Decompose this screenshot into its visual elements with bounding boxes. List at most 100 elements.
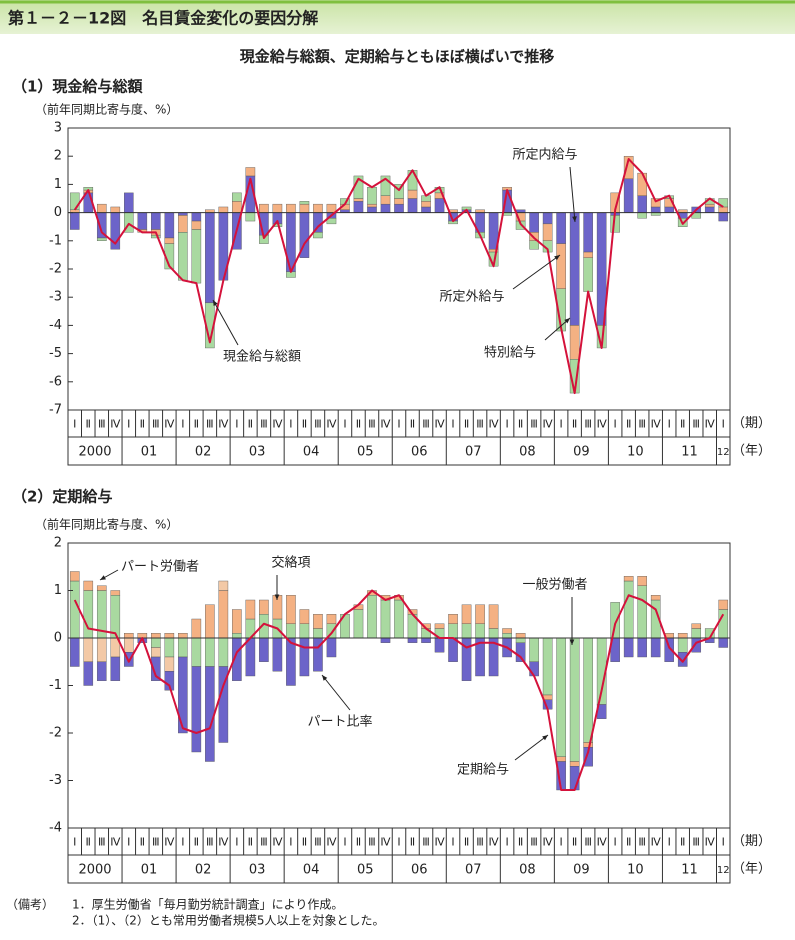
- bar-segment: [272, 637, 283, 672]
- x-tick-label: Ⅱ: [86, 418, 91, 431]
- year-label: 12: [717, 865, 730, 876]
- x-tick-label: Ⅰ: [559, 418, 562, 431]
- x-tick-label: Ⅳ: [272, 836, 283, 849]
- y-tick-label: -4: [49, 318, 62, 333]
- x-tick-label: Ⅳ: [164, 418, 175, 431]
- bar-segment: [583, 742, 593, 748]
- x-tick-label: Ⅲ: [368, 418, 376, 431]
- bar-segment: [691, 628, 702, 639]
- bar-segment: [178, 637, 188, 658]
- bar-segment: [394, 198, 404, 205]
- bar-segment: [205, 666, 215, 762]
- bar-segment: [583, 747, 593, 767]
- bar-segment: [313, 614, 323, 629]
- bar-segment: [515, 637, 526, 643]
- bar-segment: [569, 212, 580, 326]
- bar-segment: [529, 240, 539, 250]
- y-tick-label: -4: [49, 821, 62, 836]
- bar-segment: [367, 595, 377, 639]
- bar-segment: [569, 761, 580, 767]
- bar-segment: [313, 628, 323, 639]
- bar-segment: [650, 637, 661, 658]
- year-label: 05: [357, 863, 374, 878]
- bar-segment: [232, 192, 242, 202]
- bar-segment: [299, 623, 310, 639]
- x-tick-label: Ⅰ: [722, 836, 725, 849]
- series-annotation: 交絡項: [271, 555, 310, 571]
- bar-segment: [542, 212, 553, 225]
- bar-segment: [718, 206, 729, 213]
- bar-segment: [434, 198, 445, 213]
- bar-segment: [380, 599, 391, 639]
- bar-segment: [488, 628, 499, 639]
- bar-segment: [326, 203, 337, 213]
- bar-segment: [623, 576, 634, 582]
- x-tick-label: Ⅲ: [260, 418, 268, 431]
- bar-segment: [407, 637, 418, 643]
- bar-segment: [421, 206, 431, 213]
- x-tick-label: Ⅲ: [638, 836, 646, 849]
- x-tick-label: Ⅲ: [314, 836, 322, 849]
- bar-segment: [610, 602, 620, 639]
- x-tick-label: Ⅲ: [422, 836, 430, 849]
- series-annotation: パート比率: [307, 715, 372, 730]
- x-tick-label: Ⅲ: [692, 836, 700, 849]
- bar-segment: [380, 637, 391, 643]
- x-tick-label: Ⅰ: [343, 836, 346, 849]
- bar-segment: [704, 203, 715, 208]
- x-tick-label: Ⅳ: [488, 836, 499, 849]
- x-tick-label: Ⅱ: [248, 418, 253, 431]
- bar-segment: [299, 203, 310, 213]
- bar-segment: [69, 571, 80, 582]
- y-tick-label: -7: [49, 403, 62, 418]
- total-line: [73, 158, 724, 395]
- bar-segment: [434, 623, 445, 629]
- x-tick-label: Ⅲ: [476, 836, 484, 849]
- bar-segment: [96, 661, 107, 681]
- year-label: 04: [303, 445, 320, 460]
- x-tick-label: Ⅲ: [260, 836, 268, 849]
- bar-segment: [259, 599, 269, 615]
- x-tick-label: Ⅰ: [181, 836, 184, 849]
- bar-segment: [583, 251, 593, 258]
- year-label: 2000: [78, 445, 111, 460]
- x-tick-label: Ⅳ: [651, 836, 662, 849]
- year-label: 08: [519, 863, 536, 878]
- bar-segment: [434, 637, 445, 653]
- year-label: 04: [303, 863, 320, 878]
- series-annotation: 定期給与: [457, 763, 509, 778]
- bar-segment: [380, 175, 391, 196]
- series-annotation: 現金給与総額: [223, 350, 301, 365]
- bar-segment: [637, 576, 647, 586]
- x-tick-label: Ⅱ: [302, 836, 307, 849]
- annotation-arrowhead: [542, 735, 548, 741]
- y-tick-label: 2: [54, 536, 62, 551]
- x-tick-label: Ⅰ: [73, 418, 76, 431]
- bar-segment: [124, 652, 134, 667]
- bar-segment: [448, 623, 458, 639]
- x-tick-label: Ⅰ: [235, 836, 238, 849]
- x-tick-label: Ⅳ: [597, 836, 608, 849]
- bar-segment: [488, 604, 499, 629]
- bar-segment: [110, 206, 121, 213]
- x-tick-label: Ⅱ: [626, 418, 631, 431]
- x-tick-label: Ⅳ: [110, 418, 121, 431]
- y-axis-label: （前年同期比寄与度、%）: [35, 102, 178, 117]
- bar-segment: [718, 637, 729, 648]
- year-unit: （年）: [732, 444, 771, 459]
- x-tick-label: Ⅲ: [584, 418, 592, 431]
- annotation-arrowhead: [213, 300, 218, 306]
- bar-segment: [259, 637, 269, 662]
- bar-segment: [394, 184, 404, 199]
- annotation-arrow: [512, 254, 561, 290]
- annotation-arrow: [544, 317, 571, 341]
- x-tick-label: Ⅲ: [476, 418, 484, 431]
- bar-segment: [623, 155, 634, 179]
- bar-segment: [164, 637, 175, 658]
- year-label: 02: [195, 445, 212, 460]
- annotation-arrow: [514, 734, 549, 761]
- year-label: 12: [717, 447, 730, 458]
- bar-segment: [448, 614, 458, 624]
- bar-segment: [164, 237, 175, 244]
- x-tick-label: Ⅳ: [110, 836, 121, 849]
